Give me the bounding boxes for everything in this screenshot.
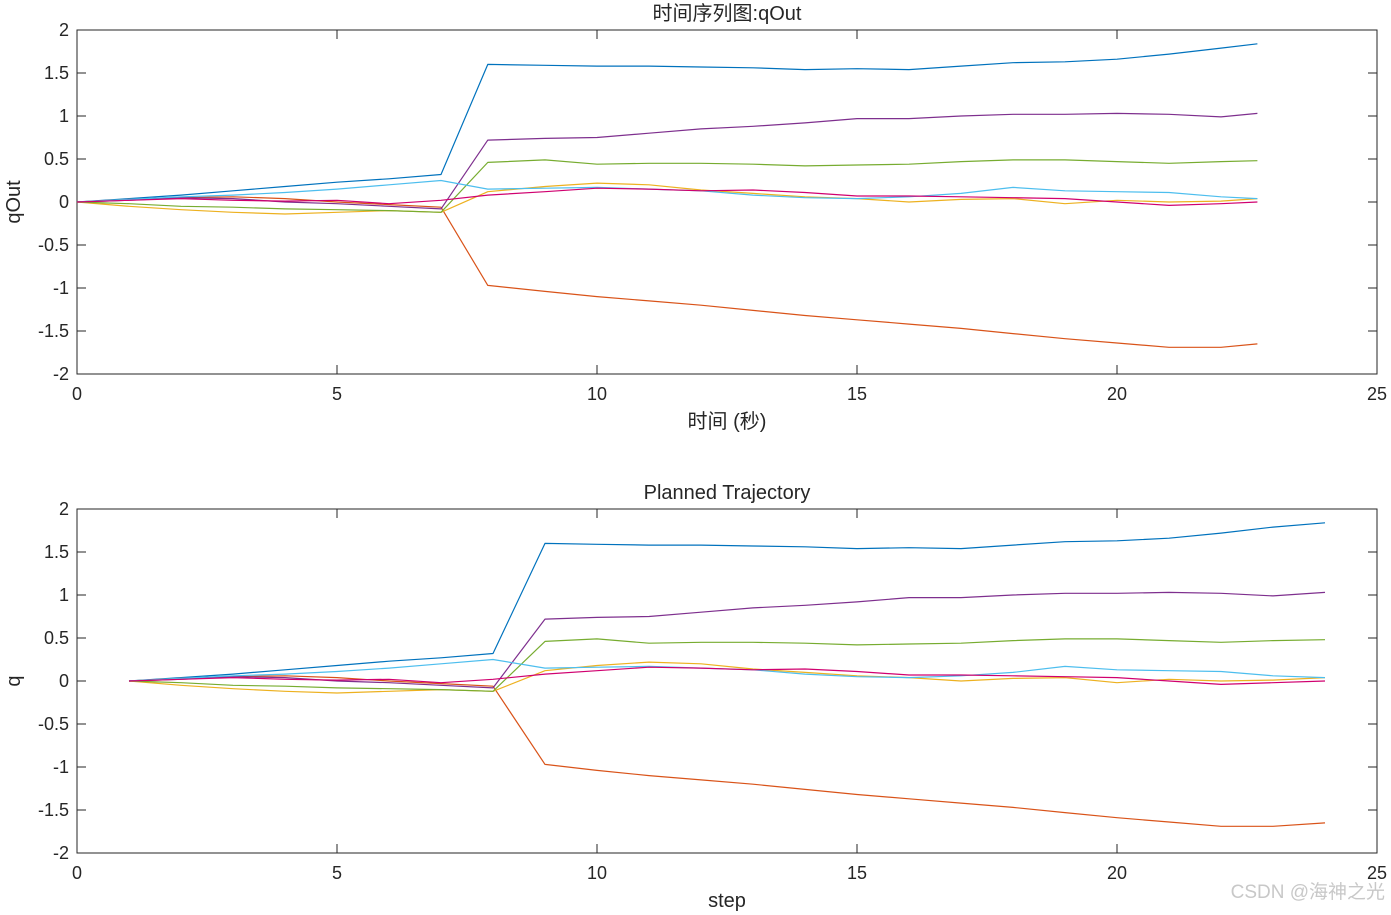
bottom-x-tick-label: 25: [1367, 863, 1387, 883]
bottom-y-tick-label: 1.5: [44, 542, 69, 562]
bottom-series-lines: [128, 522, 1326, 827]
top-x-tick-label: 25: [1367, 384, 1387, 404]
bottom-x-ticks: 0 5 10 15 20 25: [72, 509, 1387, 883]
bottom-chart-title: Planned Trajectory: [644, 482, 811, 504]
top-chart-title: 时间序列图:qOut: [653, 2, 802, 25]
top-x-axis-label: 时间 (秒): [688, 410, 767, 433]
top-y-tick-label: 1.5: [44, 63, 69, 83]
bottom-y-tick-label: 1: [59, 585, 69, 605]
bottom-y-tick-label: -2: [53, 843, 69, 863]
bottom-x-tick-label: 0: [72, 863, 82, 883]
bottom-series-line-q2: [128, 675, 1326, 827]
top-x-tick-label: 0: [72, 384, 82, 404]
bottom-x-tick-label: 15: [847, 863, 867, 883]
top-y-axis-label: qOut: [3, 180, 25, 224]
bottom-y-tick-label: 2: [59, 499, 69, 519]
top-x-tick-label: 20: [1107, 384, 1127, 404]
bottom-y-tick-label: 0.5: [44, 628, 69, 648]
top-y-tick-label: -2: [53, 364, 69, 384]
top-series-lines: [76, 43, 1258, 348]
top-y-tick-label: 2: [59, 20, 69, 40]
watermark-text: CSDN @海神之光: [1231, 881, 1385, 903]
top-series-line-q7: [76, 187, 1258, 206]
top-series-line-q2: [76, 196, 1258, 348]
top-x-tick-label: 5: [332, 384, 342, 404]
bottom-y-axis-label: q: [3, 675, 25, 686]
bottom-y-tick-label: -1.5: [38, 800, 69, 820]
bottom-y-tick-label: -1: [53, 757, 69, 777]
bottom-y-tick-label: 0: [59, 671, 69, 691]
top-x-ticks: 0 5 10 15 20 25: [72, 30, 1387, 404]
bottom-y-tick-label: -0.5: [38, 714, 69, 734]
top-y-tick-label: -1.5: [38, 321, 69, 341]
top-series-line-q1: [76, 43, 1258, 203]
bottom-series-line-q5: [128, 638, 1326, 692]
bottom-subplot: Planned Trajectory CSDN @海神之光 0 5 10 15 20 25…: [3, 482, 1387, 912]
bottom-x-axis-label: step: [708, 890, 746, 912]
bottom-plot-area: [76, 508, 1378, 854]
top-series-line-q5: [76, 159, 1258, 213]
top-y-tick-label: -0.5: [38, 235, 69, 255]
bottom-y-ticks: -2 -1.5 -1 -0.5 0 0.5 1 1.5 2: [38, 499, 1377, 863]
top-y-tick-label: 0: [59, 192, 69, 212]
top-x-tick-label: 15: [847, 384, 867, 404]
bottom-x-tick-label: 10: [587, 863, 607, 883]
top-subplot: 时间序列图:qOut 0 5 10 15 20 25 -2 -1.5 -1 -0.5 0 0.5 1 1…: [3, 2, 1387, 433]
bottom-series-line-q1: [128, 522, 1326, 682]
top-y-tick-label: -1: [53, 278, 69, 298]
top-y-tick-label: 0.5: [44, 149, 69, 169]
bottom-x-tick-label: 5: [332, 863, 342, 883]
bottom-series-line-q7: [128, 666, 1326, 686]
bottom-series-line-q3: [128, 661, 1326, 694]
bottom-x-tick-label: 20: [1107, 863, 1127, 883]
top-x-tick-label: 10: [587, 384, 607, 404]
top-series-line-q3: [76, 182, 1258, 215]
top-y-tick-label: 1: [59, 106, 69, 126]
